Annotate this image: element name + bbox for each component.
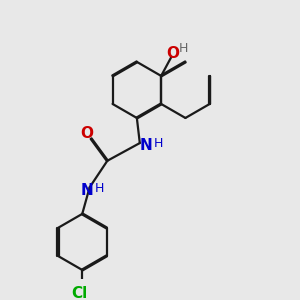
- Text: N: N: [140, 138, 153, 153]
- Text: O: O: [80, 126, 93, 141]
- Text: H: H: [153, 136, 163, 150]
- Text: Cl: Cl: [71, 286, 87, 300]
- Text: H: H: [179, 42, 188, 55]
- Text: N: N: [81, 183, 94, 198]
- Text: H: H: [94, 182, 104, 195]
- Text: O: O: [167, 46, 179, 61]
